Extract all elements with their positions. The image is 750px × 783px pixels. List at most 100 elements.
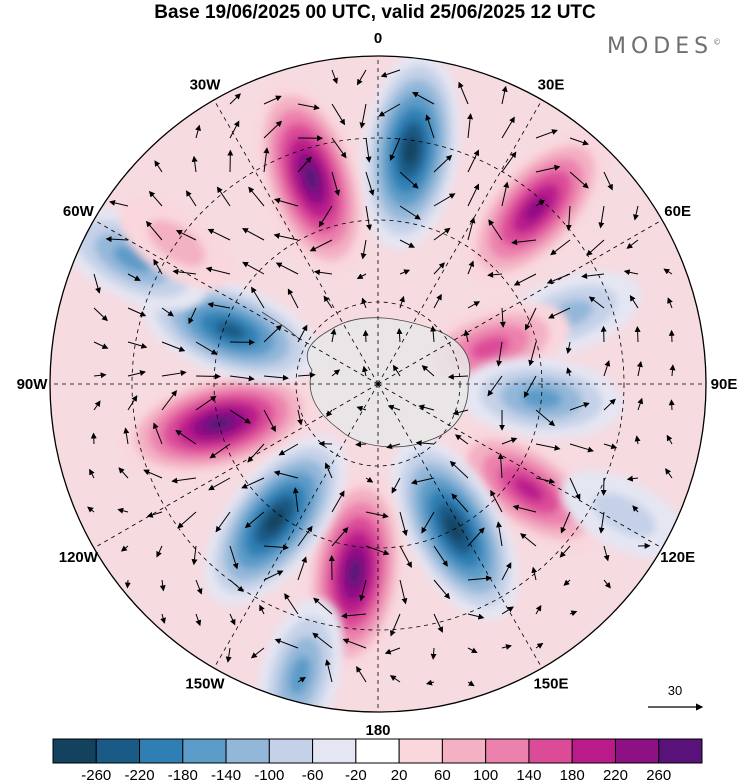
colorbar-label: -100 [254, 767, 284, 783]
wind-arrow [490, 489, 503, 513]
wind-arrow [467, 217, 476, 241]
wind-arrow [433, 545, 448, 567]
wind-arrow [216, 186, 231, 207]
wind-arrow [535, 164, 561, 173]
wind-arrow [161, 370, 187, 377]
wind-arrow [172, 268, 197, 275]
wind-arrow [259, 604, 265, 615]
wind-arrow [118, 467, 129, 479]
wind-vectors [87, 69, 676, 687]
colorbar-swatch [95, 738, 141, 764]
colorbar-label: 180 [560, 767, 585, 783]
wind-arrow [195, 395, 217, 411]
wind-arrow [263, 409, 276, 433]
wind-arrow [586, 239, 605, 256]
wind-arrow [287, 288, 299, 309]
wind-arrow [389, 675, 401, 683]
wind-arrow [535, 477, 556, 484]
brand-mark: © [713, 37, 722, 47]
wind-arrow [124, 579, 131, 589]
wind-arrow [356, 666, 367, 683]
wind-arrow [297, 409, 303, 426]
map-boundary [49, 55, 707, 713]
wind-arrow [365, 205, 373, 231]
wind-arrow [392, 364, 401, 377]
colorbar-label: 260 [646, 767, 671, 783]
wind-arrow [581, 273, 605, 279]
wind-arrow [263, 544, 289, 551]
wind-arrow [273, 233, 299, 241]
wind-arrow [433, 613, 444, 633]
wind-arrow [273, 470, 299, 479]
anomaly-center [361, 56, 461, 250]
wind-arrow [447, 373, 469, 380]
anomaly-center [561, 470, 687, 559]
colorbar-label: 20 [391, 767, 408, 783]
wind-arrow [359, 103, 367, 129]
wind-arrow [275, 262, 299, 275]
wind-arrow [361, 297, 368, 309]
wind-arrow [496, 341, 503, 367]
graticule [50, 56, 706, 712]
wind-arrow [433, 262, 445, 275]
wind-arrow [501, 116, 515, 139]
wind-arrow [390, 613, 401, 637]
wind-arrow [342, 638, 367, 649]
meridian [377, 383, 663, 549]
wind-arrow [663, 268, 673, 275]
wind-arrow [292, 487, 299, 513]
wind-arrow [356, 405, 367, 412]
wind-arrow [449, 460, 469, 479]
wind-arrow [560, 511, 571, 534]
latitude-circle [131, 137, 625, 631]
wind-arrow [488, 219, 503, 241]
wind-arrow [251, 286, 265, 309]
wind-arrow [535, 443, 561, 451]
wind-arrow [161, 341, 186, 352]
meridian [93, 219, 379, 385]
colorbar-swatch [398, 738, 443, 764]
wind-arrow [667, 297, 673, 309]
meridian [93, 383, 379, 549]
wind-arrow [501, 85, 508, 105]
wind-arrow [598, 205, 605, 229]
wind-arrow [263, 120, 283, 139]
colorbar-swatch [268, 738, 314, 764]
longitude-label: 60W [63, 203, 95, 220]
wind-arrow [603, 398, 616, 411]
wind-arrow [391, 477, 401, 494]
wind-arrow [177, 511, 197, 529]
wind-arrow [426, 679, 435, 686]
wind-arrow [458, 81, 469, 105]
wind-arrow [531, 566, 538, 581]
wind-arrow [331, 137, 347, 159]
colorbar-swatch [312, 738, 357, 764]
map-title: Base 19/06/2025 00 UTC, valid 25/06/2025… [154, 2, 596, 23]
wind-arrow [535, 199, 545, 207]
wind-arrow [501, 181, 510, 207]
wind-arrow [365, 171, 375, 196]
wind-arrow [523, 375, 537, 398]
wind-arrow [634, 325, 641, 343]
wind-arrow [569, 171, 589, 189]
wind-arrow [603, 360, 611, 377]
wind-arrow [175, 429, 197, 445]
wind-arrow [209, 443, 231, 459]
wind-arrow [263, 374, 289, 381]
wind-arrow [550, 239, 571, 256]
wind-arrow [566, 367, 572, 377]
wind-arrow [633, 205, 639, 221]
wind-arrow [399, 239, 415, 248]
wind-arrow [569, 443, 594, 453]
wind-arrow [525, 307, 537, 331]
wind-arrow [191, 545, 198, 566]
colorbar-swatch [614, 738, 660, 764]
wind-arrow [365, 545, 390, 556]
wind-arrow [399, 205, 421, 220]
longitude-label: 150E [533, 676, 568, 693]
wind-arrow [528, 341, 537, 367]
wind-arrow [487, 271, 503, 278]
colorbar-swatch [658, 738, 703, 764]
wind-arrow [412, 92, 435, 105]
